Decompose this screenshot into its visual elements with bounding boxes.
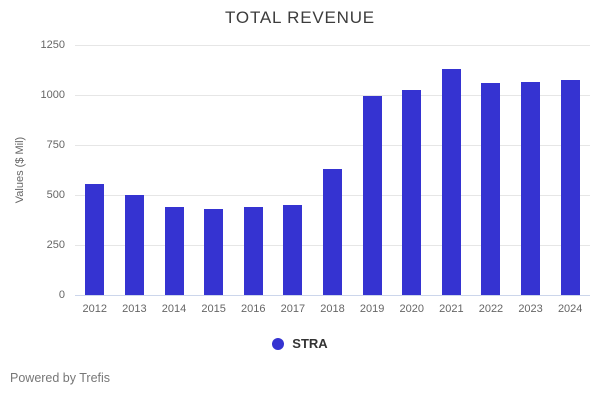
bar-2024[interactable] xyxy=(560,80,580,295)
x-tick-label: 2019 xyxy=(359,303,385,315)
x-tick-label: 2018 xyxy=(320,303,345,315)
chart-title: TOTAL REVENUE xyxy=(225,8,375,27)
x-tick-label: 2017 xyxy=(280,303,306,315)
x-tick-label: 2015 xyxy=(201,303,226,315)
x-tick-label: 2016 xyxy=(241,303,266,315)
x-tick-label: 2023 xyxy=(518,303,543,315)
y-tick-label: 250 xyxy=(46,239,65,251)
footer-text: Powered by Trefis xyxy=(10,371,111,385)
bar-2022[interactable] xyxy=(481,83,501,295)
x-tick-label: 2013 xyxy=(122,303,147,315)
x-tick-label: 2021 xyxy=(439,303,464,315)
gridline xyxy=(75,144,590,146)
bar-2020[interactable] xyxy=(402,90,422,295)
y-tick-label: 1000 xyxy=(40,89,65,101)
y-tick-label: 1250 xyxy=(40,39,65,51)
x-tick-label: 2022 xyxy=(478,303,504,315)
bar-2018[interactable] xyxy=(323,169,342,295)
bar-2012[interactable] xyxy=(85,184,105,295)
bar-2017[interactable] xyxy=(283,205,303,295)
bar-2016[interactable] xyxy=(243,207,263,295)
x-tick-label: 2020 xyxy=(399,303,424,315)
bar-2015[interactable] xyxy=(204,209,224,295)
y-tick-label: 750 xyxy=(46,139,65,151)
x-tick-label: 2012 xyxy=(82,303,108,315)
bar-2013[interactable] xyxy=(124,195,144,295)
x-tick-label: 2024 xyxy=(557,303,583,315)
legend-marker-icon xyxy=(272,337,285,350)
gridline xyxy=(75,94,590,96)
bar-2014[interactable] xyxy=(164,207,184,295)
legend-item-stra[interactable]: STRA xyxy=(0,336,600,351)
y-tick-label: 500 xyxy=(46,189,65,201)
gridline xyxy=(75,44,590,46)
legend-label: STRA xyxy=(292,336,328,351)
x-tick-label: 2014 xyxy=(161,303,187,315)
bar-2023[interactable] xyxy=(521,82,541,295)
y-tick-label: 0 xyxy=(58,289,65,301)
bar-2021[interactable] xyxy=(441,69,461,295)
bar-2019[interactable] xyxy=(362,96,382,295)
x-axis-line xyxy=(75,294,590,296)
